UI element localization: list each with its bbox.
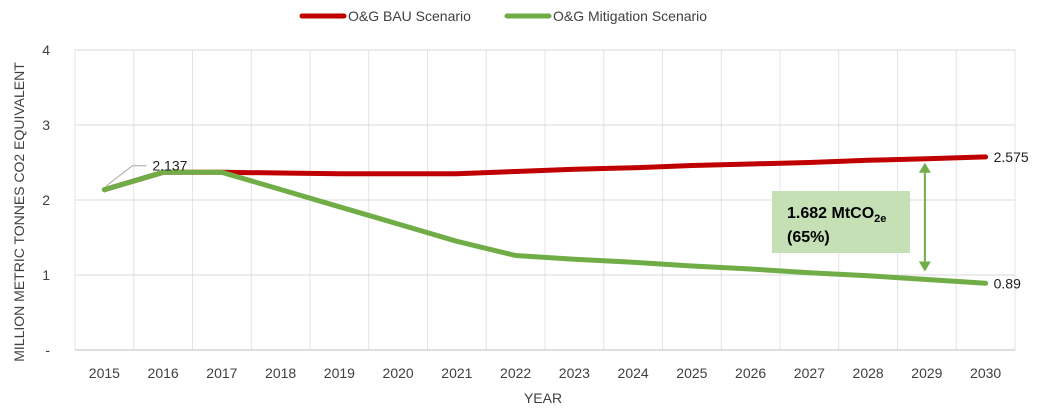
annotation-percent: (65%) [787,229,830,246]
legend-label: O&G Mitigation Scenario [553,8,707,24]
data-label: 0.89 [994,275,1021,291]
chart-series [101,154,989,286]
y-tick-label: 4 [42,42,50,58]
annotation-value: 1.682 MtCO2e [787,205,886,225]
x-tick-label: 2028 [853,365,884,381]
data-label: 2.137 [152,158,187,174]
annotation-value-subscript: 2e [874,213,886,225]
x-tick-label: 2027 [794,365,825,381]
data-label-leader-line [106,165,147,187]
x-tick-label: 2030 [970,365,1001,381]
data-label: 2.575 [994,149,1029,165]
x-tick-label: 2025 [676,365,707,381]
y-tick-label: 2 [42,192,50,208]
x-tick-label: 2021 [441,365,472,381]
x-tick-label: 2018 [265,365,296,381]
chart-data-labels: 2.137 2.575 0.89 [106,149,1029,291]
bau-series-line [101,154,989,193]
x-tick-label: 2029 [911,365,942,381]
x-tick-label: 2020 [383,365,414,381]
annotation-box [772,191,910,253]
x-tick-label: 2023 [559,365,590,381]
annotation-value-main: 1.682 MtCO [787,205,874,222]
legend-label: O&G BAU Scenario [348,8,471,24]
x-tick-label: 2024 [618,365,649,381]
mitigation-series-line [101,169,989,286]
chart-annotation: 1.682 MtCO2e (65%) [772,162,931,272]
y-tick-label: 1 [42,267,50,283]
chart-legend: O&G BAU Scenario O&G Mitigation Scenario [299,8,707,24]
y-tick-label: - [45,342,50,358]
x-axis-title: YEAR [524,390,562,406]
x-tick-label: 2015 [89,365,120,381]
x-tick-label: 2017 [206,365,237,381]
y-axis-title: MILLION METRIC TONNES CO2 EQUIVALENT [11,62,27,362]
arrow-head-up [918,162,931,173]
chart-axes: - 1 2 3 4 2015 2016 2017 2018 2019 2020 2021 2022 202… [42,42,1001,381]
x-tick-label: 2019 [324,365,355,381]
y-tick-label: 3 [42,117,50,133]
x-tick-label: 2026 [735,365,766,381]
x-tick-label: 2016 [148,365,179,381]
x-tick-label: 2022 [500,365,531,381]
arrow-head-down [918,261,931,272]
